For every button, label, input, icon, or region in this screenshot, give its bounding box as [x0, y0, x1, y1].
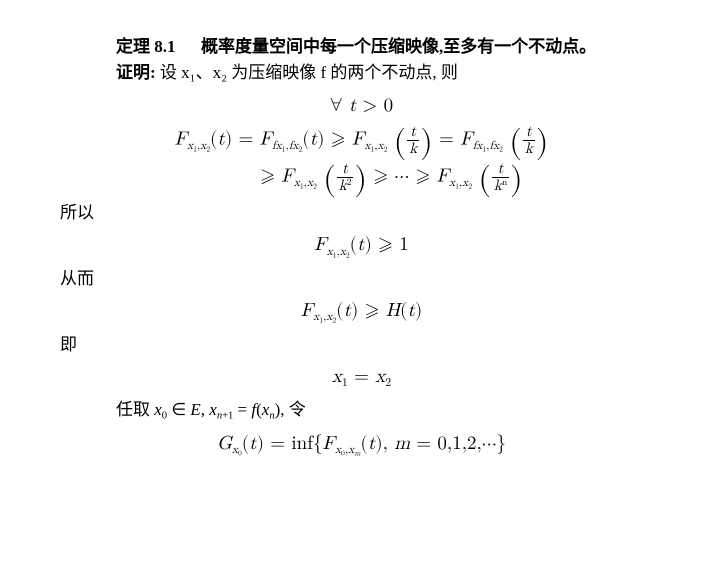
proof-line: 证明: 设 x₁、x₂ 为压缩映像 f 的两个不动点, 则 [60, 60, 663, 86]
theorem-label: 定理 8.1 [116, 37, 176, 56]
math-geqH: Fx1,x2(t) ⩾ H(t) [60, 296, 663, 327]
so-label: 所以 [60, 200, 663, 226]
hence-label: 从而 [60, 266, 663, 292]
math-forall: ∀ t > 0 [60, 91, 663, 120]
math-chain-1: Fx1,x2(t) = Ffx1,fx2(t) ⩾ Fx1,x2 (tk) = … [60, 124, 663, 157]
let-line: 任取 x0 ∈ E, xn+1 = f(xn), 令 [60, 397, 663, 425]
math-Gdef: Gx0(t) = inf{Fx0,xm(t), m = 0,1,2,⋯} [60, 429, 663, 460]
theorem-line: 定理 8.1 概率度量空间中每一个压缩映像,至多有一个不动点。 [60, 34, 663, 60]
math-eq: x1 = x2 [60, 362, 663, 393]
proof-label: 证明: [116, 63, 156, 82]
proof-text: 设 x₁、x₂ 为压缩映像 f 的两个不动点, 则 [160, 63, 458, 82]
math-geq1: Fx1,x2(t) ⩾ 1 [60, 230, 663, 261]
page: 定理 8.1 概率度量空间中每一个压缩映像,至多有一个不动点。 证明: 设 x₁… [0, 0, 723, 485]
letline-prefix: 任取 [116, 400, 154, 419]
math-chain-2: ⩾ Fx1,x2 (tk2) ⩾ ⋯ ⩾ Fx1,x2 (tkn) [60, 161, 663, 194]
theorem-text: 概率度量空间中每一个压缩映像,至多有一个不动点。 [201, 37, 596, 56]
ie-label: 即 [60, 332, 663, 358]
